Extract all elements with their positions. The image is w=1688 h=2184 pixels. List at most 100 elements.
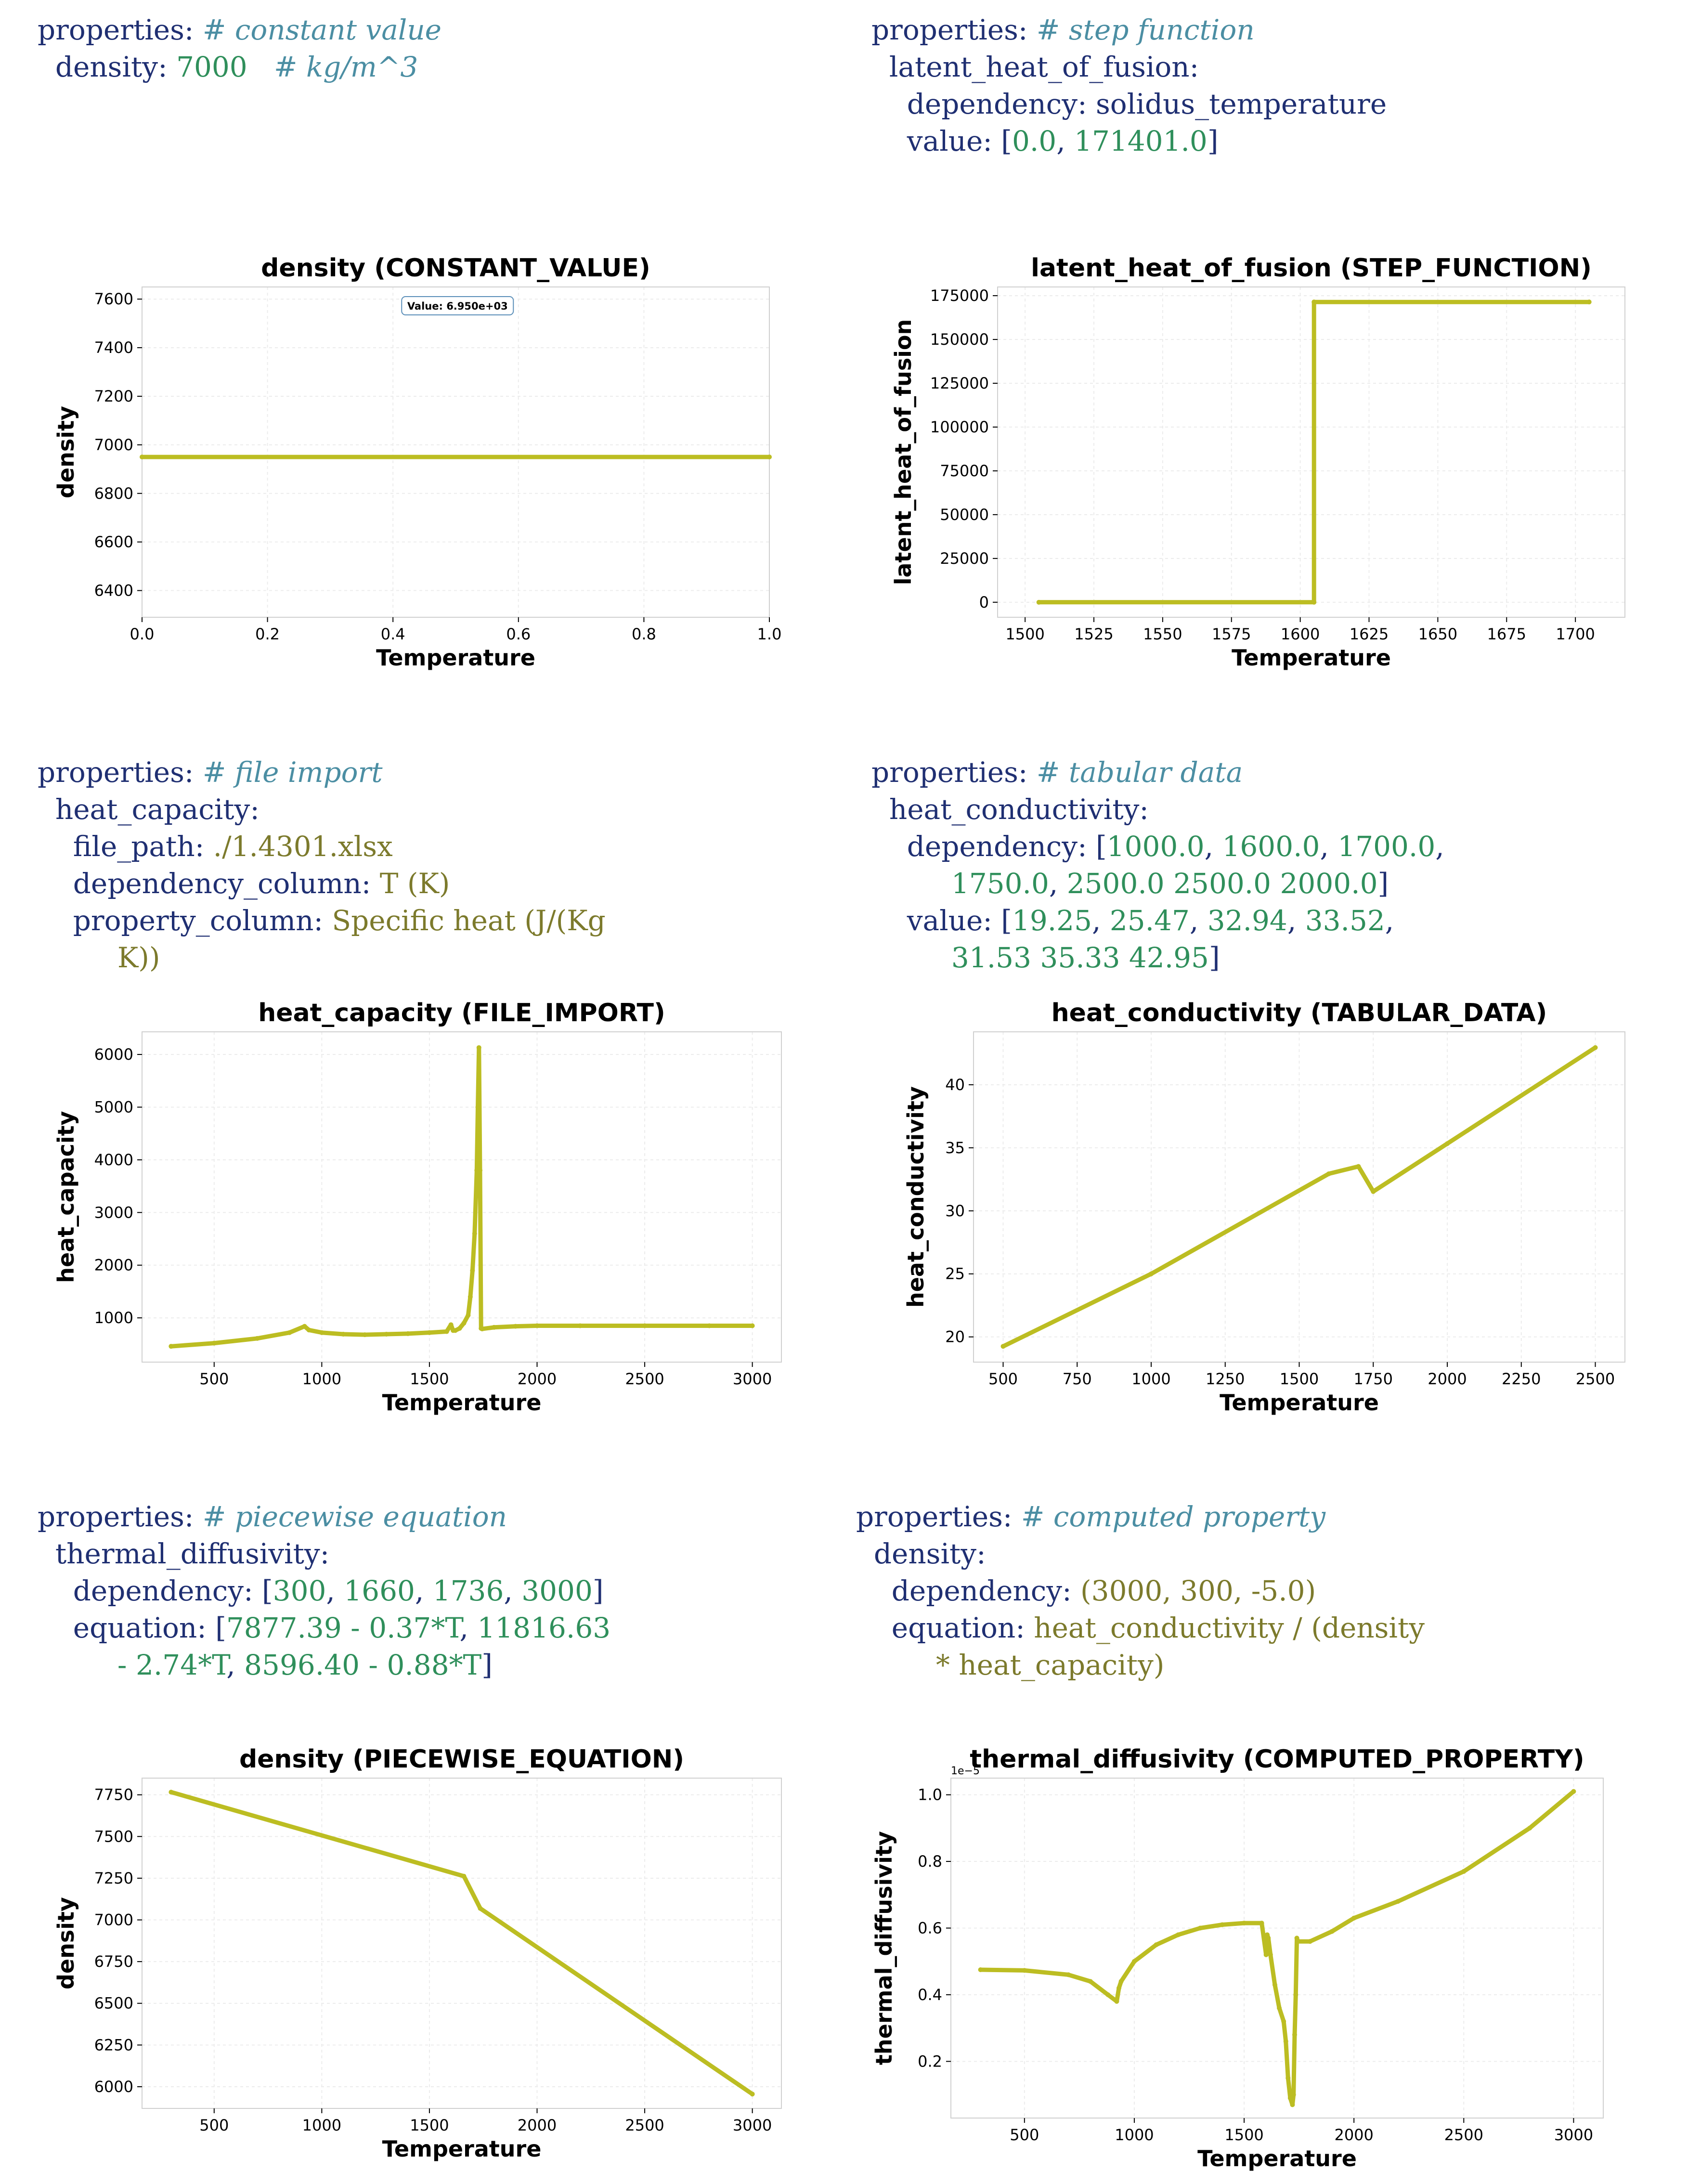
y-tick-label: 7500 (94, 1827, 133, 1846)
code-token: * heat_capacity) (856, 1649, 1165, 1681)
x-tick-label: 500 (988, 1370, 1018, 1388)
code-line: properties: # constant value (38, 12, 441, 49)
data-point (1285, 2075, 1291, 2080)
code-token: 8596.40 - 0.88*T (244, 1649, 482, 1681)
data-point (461, 1873, 467, 1879)
y-tick-label: 0 (979, 593, 989, 611)
y-tick-label: 125000 (930, 374, 989, 392)
data-point (475, 1105, 480, 1110)
data-point (1066, 1972, 1071, 1977)
code-line: equation: heat_conductivity / (density (856, 1610, 1425, 1647)
data-point (461, 1321, 467, 1326)
data-point (453, 1328, 458, 1333)
y-axis-label: heat_capacity (53, 1111, 79, 1283)
data-point (457, 1326, 462, 1331)
y-tick-label: 0.6 (918, 1919, 942, 1937)
x-tick-label: 1650 (1418, 625, 1457, 643)
data-point (1263, 1952, 1269, 1957)
code-token: , (326, 1574, 344, 1607)
code-token: : (1189, 51, 1199, 83)
code-token: , (226, 1649, 245, 1681)
data-point (384, 1332, 389, 1337)
x-tick-label: 3000 (733, 1370, 772, 1388)
code-block-constant-value: properties: # constant value density: 70… (38, 12, 441, 86)
code-token: file_path (38, 830, 195, 863)
data-point (472, 1231, 477, 1236)
data-point (1326, 1171, 1331, 1176)
code-token: : (1002, 1500, 1021, 1533)
data-point (319, 1330, 325, 1335)
code-token: K)) (38, 941, 160, 974)
data-point (1154, 1942, 1159, 1948)
data-point (1036, 599, 1041, 605)
y-tick-label: 6800 (94, 484, 133, 503)
x-tick-label: 0.8 (632, 625, 656, 643)
data-point (341, 1332, 346, 1337)
value-annotation: Value: 6.950e+03 (401, 296, 514, 315)
code-token: : [ (1078, 830, 1107, 863)
y-axis-label: heat_conductivity (903, 1086, 929, 1308)
x-tick-label: 1500 (410, 2116, 449, 2134)
code-token: , (1435, 830, 1444, 863)
x-tick-label: 2250 (1502, 1370, 1541, 1388)
code-token: ] (1377, 867, 1389, 900)
plot-frame (142, 1031, 782, 1363)
x-tick-label: 2500 (625, 2116, 664, 2134)
chart-title: heat_conductivity (TABULAR_DATA) (1052, 999, 1547, 1027)
code-token: # kg/m^3 (273, 51, 418, 83)
code-token: # computed property (1021, 1500, 1326, 1533)
plot-frame (142, 286, 770, 618)
code-line: * heat_capacity) (856, 1647, 1425, 1684)
data-point (492, 1325, 497, 1330)
data-point (1295, 1939, 1300, 1944)
y-tick-label: 6250 (94, 2036, 133, 2054)
code-line: property_column: Specific heat (J/(Kg (38, 902, 606, 939)
code-token: : (1018, 756, 1037, 789)
x-tick-label: 2000 (1334, 2126, 1373, 2144)
series-line (169, 1790, 755, 2096)
code-token: # piecewise equation (202, 1500, 507, 1533)
y-tick-label: 25 (945, 1265, 965, 1283)
data-point (211, 1340, 217, 1346)
code-token: 7877.39 - 0.37*T (226, 1612, 460, 1644)
data-point (1311, 599, 1317, 605)
code-line: K)) (38, 939, 606, 976)
code-line: heat_capacity: (38, 791, 606, 828)
code-token: equation (38, 1612, 197, 1644)
code-token: # file import (202, 756, 383, 789)
x-tick-label: 2000 (518, 1370, 557, 1388)
x-tick-label: 1675 (1487, 625, 1526, 643)
data-point (750, 2092, 755, 2097)
code-token: 1660 (344, 1574, 415, 1607)
code-token: heat_conductivity (871, 793, 1140, 826)
data-point (1197, 1925, 1203, 1931)
x-tick-label: 0.6 (506, 625, 531, 643)
x-tick-label: 500 (199, 2116, 229, 2134)
series-line (978, 1789, 1576, 2107)
code-token: heat_conductivity / (density (1034, 1612, 1425, 1644)
data-point (1220, 1922, 1225, 1927)
x-tick-label: 1250 (1206, 1370, 1245, 1388)
x-axis-label: Temperature (1197, 2145, 1357, 2171)
code-token: 7000 (176, 51, 247, 83)
x-tick-label: 2500 (1444, 2126, 1483, 2144)
code-line: density: (856, 1535, 1425, 1573)
chart-4: 500 750 1000 1250 1500 1750 2000 2250 2500 20 25 30… (903, 999, 1625, 1416)
data-point (1292, 2032, 1297, 2037)
chart-title: density (PIECEWISE_EQUATION) (239, 1745, 684, 1774)
data-point (470, 1268, 475, 1273)
code-token: : (320, 1537, 330, 1570)
data-point (1356, 1164, 1361, 1169)
data-point (1105, 1992, 1111, 1997)
code-token: : (184, 756, 203, 789)
code-line: density: 7000 # kg/m^3 (38, 49, 441, 86)
data-point (1268, 1952, 1273, 1957)
data-point (466, 1313, 471, 1318)
annotation-box (401, 296, 514, 315)
x-axis-label: Temperature (382, 2136, 542, 2162)
y-tick-label: 75000 (940, 462, 989, 480)
x-tick-label: 2000 (1428, 1370, 1467, 1388)
data-point (1176, 1932, 1181, 1937)
code-token: : (361, 867, 380, 900)
data-point (1287, 2095, 1293, 2101)
